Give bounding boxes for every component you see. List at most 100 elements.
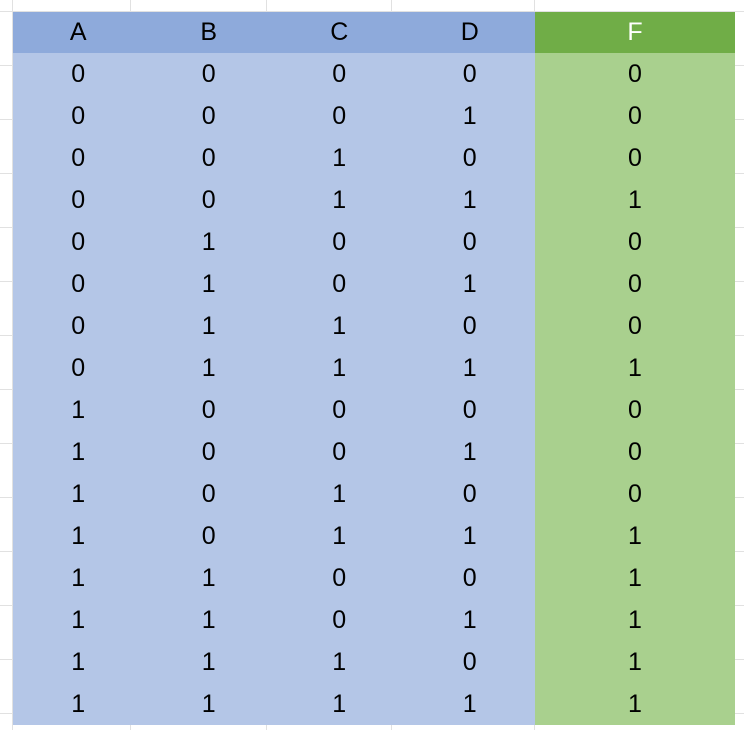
cell-c[interactable]: 1 [274, 515, 405, 557]
cell-d[interactable]: 1 [404, 95, 535, 137]
cell-b[interactable]: 0 [143, 473, 274, 515]
cell-b[interactable]: 1 [143, 305, 274, 347]
cell-d[interactable]: 0 [404, 221, 535, 263]
cell-c[interactable]: 0 [274, 95, 405, 137]
cell-f[interactable]: 0 [535, 305, 735, 347]
cell-b[interactable]: 1 [143, 557, 274, 599]
cell-f[interactable]: 0 [535, 389, 735, 431]
cell-a[interactable]: 1 [13, 683, 144, 725]
cell-c[interactable]: 1 [274, 473, 405, 515]
cell-f[interactable]: 1 [535, 641, 735, 683]
cell-d[interactable]: 1 [404, 515, 535, 557]
cell-a[interactable]: 0 [13, 137, 144, 179]
cell-c[interactable]: 1 [274, 305, 405, 347]
cell-c[interactable]: 1 [274, 347, 405, 389]
cell-a[interactable]: 0 [13, 305, 144, 347]
cell-c[interactable]: 0 [274, 263, 405, 305]
cell-c[interactable]: 0 [274, 557, 405, 599]
cell-d[interactable]: 1 [404, 599, 535, 641]
cell-b[interactable]: 1 [143, 347, 274, 389]
cell-b[interactable]: 1 [143, 599, 274, 641]
cell-f[interactable]: 0 [535, 263, 735, 305]
cell-d[interactable]: 1 [404, 179, 535, 221]
cell-b[interactable]: 0 [143, 431, 274, 473]
cell-b[interactable]: 0 [143, 179, 274, 221]
cell-b[interactable]: 0 [143, 95, 274, 137]
cell-f[interactable]: 0 [535, 221, 735, 263]
cell-a[interactable]: 1 [13, 599, 144, 641]
cell-d[interactable]: 1 [404, 683, 535, 725]
cell-a[interactable]: 1 [13, 641, 144, 683]
cell-f[interactable]: 1 [535, 515, 735, 557]
cell-f[interactable]: 0 [535, 473, 735, 515]
cell-a[interactable]: 1 [13, 515, 144, 557]
cell-a[interactable]: 1 [13, 557, 144, 599]
cell-b[interactable]: 0 [143, 53, 274, 95]
cell-c[interactable]: 1 [274, 137, 405, 179]
cell-f[interactable]: 1 [535, 557, 735, 599]
cell-d[interactable]: 0 [404, 137, 535, 179]
cell-b[interactable]: 0 [143, 515, 274, 557]
cell-a[interactable]: 0 [13, 347, 144, 389]
cell-b[interactable]: 0 [143, 389, 274, 431]
cell-b[interactable]: 0 [143, 137, 274, 179]
cell-c[interactable]: 0 [274, 599, 405, 641]
header-cell-f[interactable]: F [535, 12, 735, 53]
cell-c[interactable]: 1 [274, 683, 405, 725]
cell-f[interactable]: 1 [535, 347, 735, 389]
cell-c[interactable]: 0 [274, 53, 405, 95]
cell-d[interactable]: 0 [404, 389, 535, 431]
cell-d[interactable]: 1 [404, 431, 535, 473]
cell-f[interactable]: 0 [535, 431, 735, 473]
cell-c[interactable]: 0 [274, 221, 405, 263]
cell-a[interactable]: 1 [13, 473, 144, 515]
cell-c[interactable]: 1 [274, 641, 405, 683]
cell-d[interactable]: 0 [404, 305, 535, 347]
cell-b[interactable]: 1 [143, 221, 274, 263]
cell-a[interactable]: 0 [13, 221, 144, 263]
cell-f[interactable]: 1 [535, 179, 735, 221]
cell-f[interactable]: 0 [535, 95, 735, 137]
header-cell-d[interactable]: D [404, 12, 535, 53]
cell-c[interactable]: 0 [274, 389, 405, 431]
cell-d[interactable]: 0 [404, 53, 535, 95]
cell-b[interactable]: 1 [143, 263, 274, 305]
cell-f[interactable]: 0 [535, 53, 735, 95]
cell-a[interactable]: 0 [13, 179, 144, 221]
cell-f[interactable]: 1 [535, 683, 735, 725]
cell-b[interactable]: 1 [143, 641, 274, 683]
cell-b[interactable]: 1 [143, 683, 274, 725]
cell-a[interactable]: 0 [13, 263, 144, 305]
cell-f[interactable]: 1 [535, 599, 735, 641]
cell-a[interactable]: 1 [13, 431, 144, 473]
cell-c[interactable]: 1 [274, 179, 405, 221]
cell-d[interactable]: 0 [404, 641, 535, 683]
cell-d[interactable]: 0 [404, 473, 535, 515]
header-cell-a[interactable]: A [13, 12, 144, 53]
cell-d[interactable]: 1 [404, 263, 535, 305]
header-cell-b[interactable]: B [143, 12, 274, 53]
cell-f[interactable]: 0 [535, 137, 735, 179]
cell-a[interactable]: 0 [13, 53, 144, 95]
cell-a[interactable]: 1 [13, 389, 144, 431]
cell-d[interactable]: 1 [404, 347, 535, 389]
cell-c[interactable]: 0 [274, 431, 405, 473]
cell-d[interactable]: 0 [404, 557, 535, 599]
cell-a[interactable]: 0 [13, 95, 144, 137]
header-cell-c[interactable]: C [274, 12, 405, 53]
